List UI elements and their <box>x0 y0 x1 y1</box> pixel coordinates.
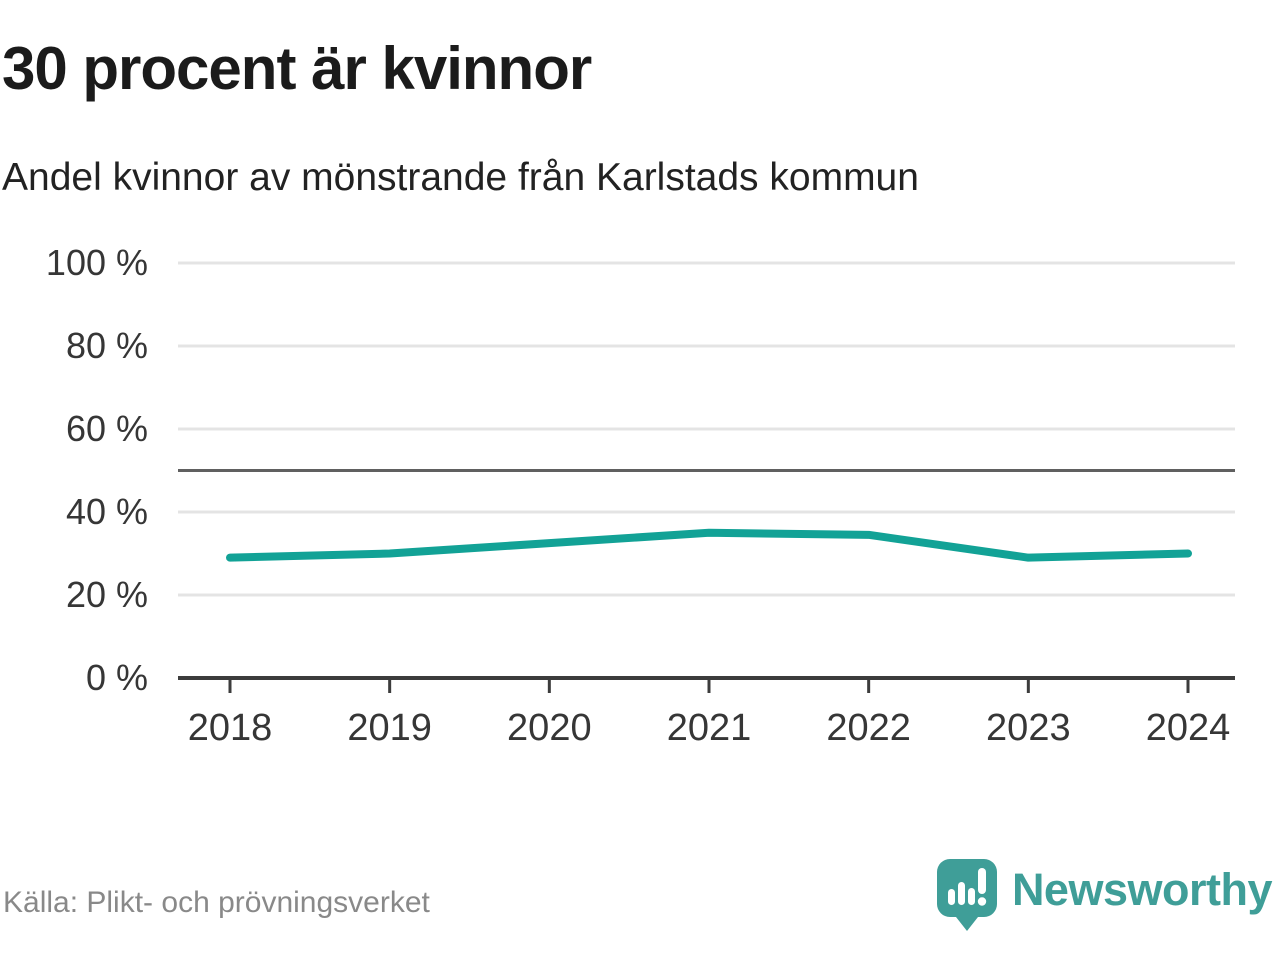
x-tick-label-2021: 2021 <box>667 707 752 749</box>
chart-svg: 0 % 20 % 40 % 60 % 80 % 100 % 2018 2019 2020 2021… <box>46 242 1235 749</box>
page-title: 30 procent är kvinnor <box>2 35 592 102</box>
brand-wordmark: Newsworthy <box>1011 864 1273 915</box>
newsworthy-speech-bubble-icon <box>936 859 997 931</box>
y-tick-label-80: 80 % <box>66 325 148 366</box>
source-caption: Källa: Plikt- och prövningsverket <box>3 886 430 919</box>
y-tick-label-0: 0 % <box>86 657 148 698</box>
page-subtitle: Andel kvinnor av mönstrande från Karlsta… <box>2 156 919 199</box>
x-tick-label-2024: 2024 <box>1146 707 1231 749</box>
bar-1 <box>947 889 955 905</box>
data-line-andel-kvinnor <box>226 528 1192 562</box>
x-tick-label-2018: 2018 <box>188 707 273 749</box>
x-tick-label-2023: 2023 <box>986 707 1071 749</box>
y-tick-label-60: 60 % <box>66 408 148 449</box>
bar-3 <box>967 888 975 905</box>
newsworthy-logo: Newsworthy <box>936 858 1273 932</box>
y-tick-label-20: 20 % <box>66 574 148 615</box>
bar-2 <box>957 882 965 905</box>
exclamation-dot <box>977 897 987 906</box>
x-tick-label-2022: 2022 <box>826 707 911 749</box>
y-tick-label-100: 100 % <box>46 242 148 283</box>
speech-bubble-shape <box>936 859 997 931</box>
exclamation-stem <box>977 868 986 894</box>
y-tick-label-40: 40 % <box>66 491 148 532</box>
x-tick-label-2019: 2019 <box>347 707 432 749</box>
x-tick-label-2020: 2020 <box>507 707 592 749</box>
